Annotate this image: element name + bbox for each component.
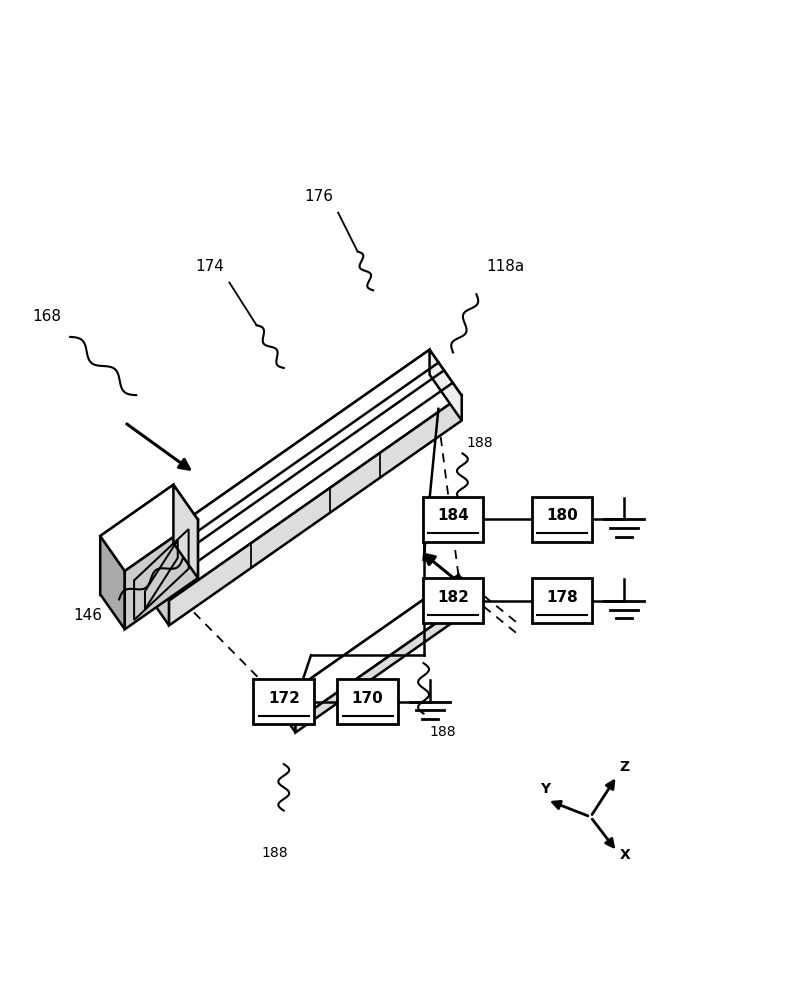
Text: Y: Y [540,782,550,796]
FancyBboxPatch shape [423,497,484,542]
Polygon shape [429,350,462,421]
Polygon shape [295,597,473,732]
Polygon shape [458,575,473,608]
FancyBboxPatch shape [531,578,592,623]
Polygon shape [100,485,173,594]
Text: 172: 172 [268,691,300,706]
Polygon shape [137,350,462,601]
Text: Z: Z [619,760,630,774]
Text: 168: 168 [32,309,61,324]
FancyBboxPatch shape [423,578,484,623]
Polygon shape [169,396,462,625]
Polygon shape [280,575,458,711]
Text: 182: 182 [437,590,469,605]
Polygon shape [173,485,198,578]
Text: 188: 188 [429,725,456,739]
FancyBboxPatch shape [338,679,398,724]
Polygon shape [280,700,295,732]
Polygon shape [280,575,473,722]
Text: 170: 170 [352,691,384,706]
Text: 184: 184 [437,508,469,523]
Text: 180: 180 [546,508,578,523]
Text: 188: 188 [261,846,288,860]
Polygon shape [100,485,198,571]
Polygon shape [125,520,198,629]
Text: 188: 188 [466,436,493,450]
Text: 178: 178 [546,590,578,605]
Text: X: X [619,848,630,862]
Text: 176: 176 [305,189,333,204]
FancyBboxPatch shape [531,497,592,542]
Polygon shape [100,536,125,629]
Polygon shape [137,350,429,579]
Text: 118a: 118a [486,259,524,274]
Polygon shape [137,555,169,625]
Text: 174: 174 [195,259,225,274]
Text: 146: 146 [74,608,103,623]
FancyBboxPatch shape [254,679,314,724]
